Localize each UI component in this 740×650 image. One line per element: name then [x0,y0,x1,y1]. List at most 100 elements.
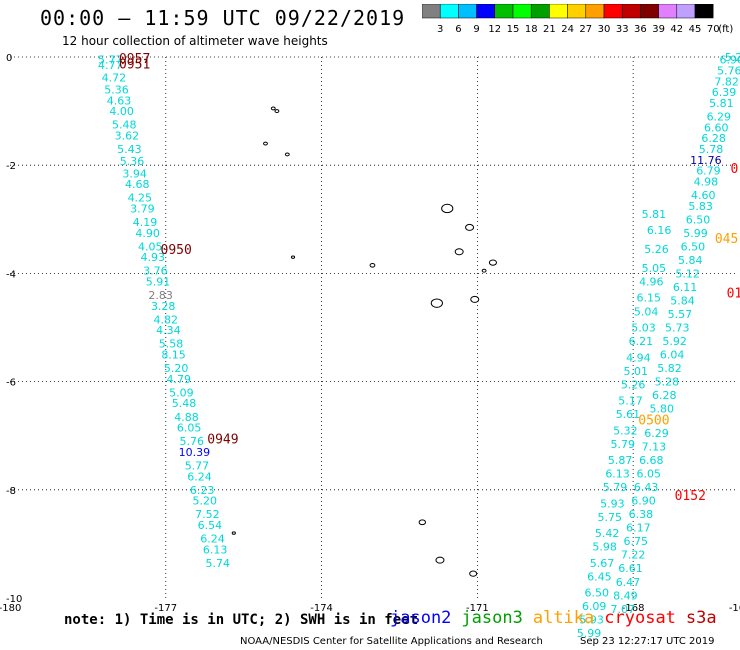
satellite-altika: altika [532,608,595,628]
wave-height-value: 6.50 [681,240,706,253]
colorbar-tick-label: 24 [561,24,574,35]
colorbar-tick-label: 3 [437,24,443,35]
wave-height-value: 5.01 [623,365,648,378]
wave-height-value: 6.47 [616,576,641,589]
island-outline [465,223,475,231]
wave-height-value: 6.79 [696,165,721,178]
pass-time-label: 01 [727,286,740,301]
wave-height-value: 5.26 [644,243,669,256]
generated-timestamp: Sep 23 12:27:17 UTC 2019 [580,636,715,647]
wave-height-value: 6.90 [720,54,740,67]
wave-height-value: 3.79 [130,202,155,215]
island-outline [231,531,236,535]
wave-height-value: 7.22 [621,549,646,562]
wave-height-value: 5.48 [112,119,137,132]
wave-height-value: 5.58 [159,338,184,351]
colorbar-unit-label: (ft) [718,24,733,35]
satellite-s3a: s3a [685,608,717,628]
colorbar-tick-label: 33 [616,24,629,35]
wave-height-value: 6.05 [636,468,661,481]
wave-height-value: 5.79 [603,481,628,494]
pass-time-label: 0500 [638,413,669,428]
wave-height-labels: 5.774.774.725.364.634.005.483.625.435.36… [98,51,740,640]
wave-height-value: 5.98 [592,541,617,554]
wave-height-value: 6.11 [673,281,698,294]
pass-time-label: 045 [715,232,738,247]
wave-height-value: 6.13 [605,468,630,481]
wave-height-value: 5.20 [192,495,217,508]
wave-height-value: 7.07 [611,603,636,616]
colorbar-tick-label: 70 [707,24,720,35]
colorbar-tick-label: 12 [488,24,501,35]
colorbar-tick-label: 30 [598,24,611,35]
wave-height-value: 6.43 [634,481,659,494]
wave-height-value: 10.39 [179,446,211,459]
wave-height-value: 5.20 [164,362,189,375]
y-tick-label: -4 [6,269,16,280]
wave-height-value: 6.50 [585,587,610,600]
wave-height-value: 6.75 [623,535,648,548]
satellite-cryosat: cryosat [604,608,676,628]
satellite-jason2: jason2 [390,608,452,628]
wave-height-value: 4.79 [167,373,192,386]
wave-height-value: 4.19 [133,216,158,229]
pass-time-label: 0950 [161,243,192,258]
pass-time-label: 0152 [675,489,706,504]
wave-height-value: 6.28 [652,389,677,402]
wave-height-value: 4.72 [102,72,127,85]
colorbar-tick-label: 42 [670,24,683,35]
wave-height-value: 5.67 [590,557,615,570]
credit-line: NOAA/NESDIS Center for Satellite Applica… [240,636,543,647]
wave-height-value: 5.81 [709,97,734,110]
wave-height-value: 6.50 [686,213,711,226]
pass-time-label: 0 [730,162,738,177]
wave-height-value: 7.52 [195,508,220,521]
island-outline [481,268,487,273]
colorbar-tick-label: 21 [543,24,556,35]
wave-height-value: 5.43 [117,143,142,156]
wave-height-value: 6.90 [631,495,656,508]
y-tick-label: -10 [6,594,22,605]
wave-height-value: 4.60 [691,189,716,202]
wave-height-value: 6.09 [582,600,607,613]
wave-height-value: 7.82 [714,75,739,88]
wave-height-value: 4.25 [128,192,153,205]
island-outline [470,295,480,303]
wave-height-value: 6.28 [701,132,726,145]
wave-height-value: 6.23 [190,484,215,497]
wave-height-value: 6.61 [618,562,643,575]
wave-height-value: 6.39 [712,86,737,99]
wave-height-value: 5.05 [642,262,667,275]
island-outline [274,109,280,114]
wave-height-value: 4.90 [135,227,160,240]
colorbar-tick-label: 39 [652,24,665,35]
colorbar-tick-label: 27 [579,24,592,35]
wave-height-value: 6.38 [629,508,654,521]
wave-height-value: 6.68 [639,454,664,467]
colorbar-tick-label: 18 [525,24,538,35]
wave-height-value: 5.92 [662,335,687,348]
wave-height-value: 4.96 [639,276,664,289]
wave-height-value: 5.21 [725,51,740,64]
x-tick-label: -174 [310,603,333,614]
wave-height-value: 5.57 [668,308,693,321]
wave-height-value: 5.76 [717,65,740,78]
x-tick-label: -16 [729,603,740,614]
wave-height-value: 4.00 [109,105,134,118]
wave-height-value: 5.83 [688,200,713,213]
island-outline [369,262,376,268]
wave-height-value: 5.99 [683,227,708,240]
island-outline [469,570,478,577]
wave-height-value: 6.45 [587,570,612,583]
pass-time-label: 0951 [119,57,150,72]
wave-height-value: 4.93 [141,251,166,264]
wave-height-value: 5.26 [621,378,646,391]
satellite-jason3: jason3 [461,608,523,628]
wave-height-value: 5.77 [185,459,210,472]
axis-ticks: -180 -177 -174 -171 -168 -16 0 -2 -4 -6 -8 -10 [0,53,740,614]
colorbar-tick-label: 45 [689,24,702,35]
wave-height-value: 5.77 [98,54,123,67]
island-outline [418,519,427,526]
wave-height-value: 5.84 [670,294,695,307]
